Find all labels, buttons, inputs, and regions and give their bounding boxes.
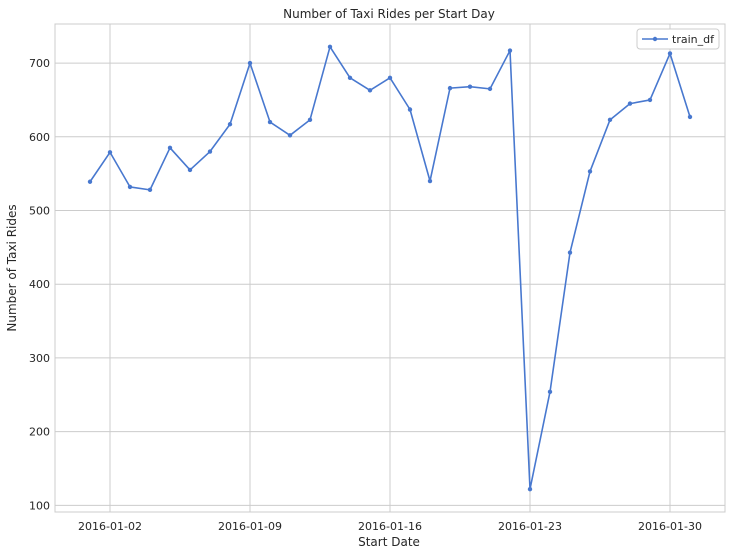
legend: train_df [636, 28, 720, 50]
x-tick-label: 2016-01-30 [638, 520, 702, 533]
data-point [247, 60, 253, 66]
data-point [647, 97, 653, 103]
legend-box [636, 28, 720, 50]
data-point [327, 44, 333, 50]
series [87, 44, 693, 492]
data-point [207, 149, 213, 154]
data-point [387, 75, 393, 81]
y-tick-label: 400 [29, 278, 50, 291]
data-point [687, 114, 693, 120]
data-point [267, 119, 273, 125]
data-point [607, 117, 613, 123]
x-tick-label: 2016-01-02 [78, 520, 142, 533]
x-tick-label: 2016-01-23 [498, 520, 562, 533]
data-point [407, 107, 413, 112]
data-point [287, 133, 293, 138]
data-point [87, 179, 93, 184]
x-axis: 2016-01-02 2016-01-09 2016-01-16 2016-01-23… [78, 520, 702, 533]
x-axis-label: Start Date [358, 535, 420, 549]
data-point [527, 486, 533, 492]
legend-label: train_df [672, 33, 715, 46]
y-tick-label: 100 [29, 499, 50, 512]
data-point [347, 75, 353, 81]
plot-area [54, 23, 726, 513]
data-point [627, 101, 633, 106]
data-point [587, 169, 593, 174]
data-point [187, 167, 193, 173]
y-axis: 100 200 300 400 500 600 700 [29, 57, 50, 512]
data-point [667, 51, 673, 56]
y-axis-label: Number of Taxi Rides [5, 204, 19, 331]
data-point [307, 117, 313, 123]
data-point [547, 389, 553, 395]
data-point [567, 250, 573, 255]
data-point [107, 150, 113, 155]
data-point [467, 84, 473, 89]
data-point [427, 178, 433, 184]
y-tick-label: 600 [29, 131, 50, 144]
x-tick-label: 2016-01-16 [358, 520, 422, 533]
y-tick-label: 200 [29, 426, 50, 439]
y-tick-label: 500 [29, 205, 50, 218]
x-tick-label: 2016-01-09 [218, 520, 282, 533]
y-tick-label: 700 [29, 57, 50, 70]
y-tick-label: 300 [29, 352, 50, 365]
legend-marker [652, 36, 658, 42]
data-point [167, 145, 173, 151]
data-point [507, 48, 513, 53]
data-point [227, 122, 233, 127]
data-point [367, 88, 373, 93]
data-point [487, 86, 493, 92]
data-point [447, 85, 453, 91]
data-point [127, 184, 133, 190]
chart-title: Number of Taxi Rides per Start Day [283, 7, 495, 21]
data-point [147, 187, 153, 193]
grid [55, 24, 725, 512]
